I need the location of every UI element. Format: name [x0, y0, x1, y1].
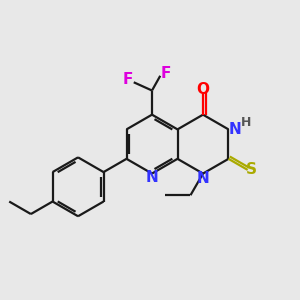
Text: S: S: [246, 162, 257, 177]
Text: F: F: [123, 72, 133, 87]
Text: N: N: [196, 171, 209, 186]
Text: N: N: [229, 122, 242, 137]
Text: O: O: [196, 82, 209, 97]
Text: H: H: [242, 116, 252, 128]
Text: F: F: [161, 66, 171, 81]
Text: N: N: [146, 170, 158, 185]
